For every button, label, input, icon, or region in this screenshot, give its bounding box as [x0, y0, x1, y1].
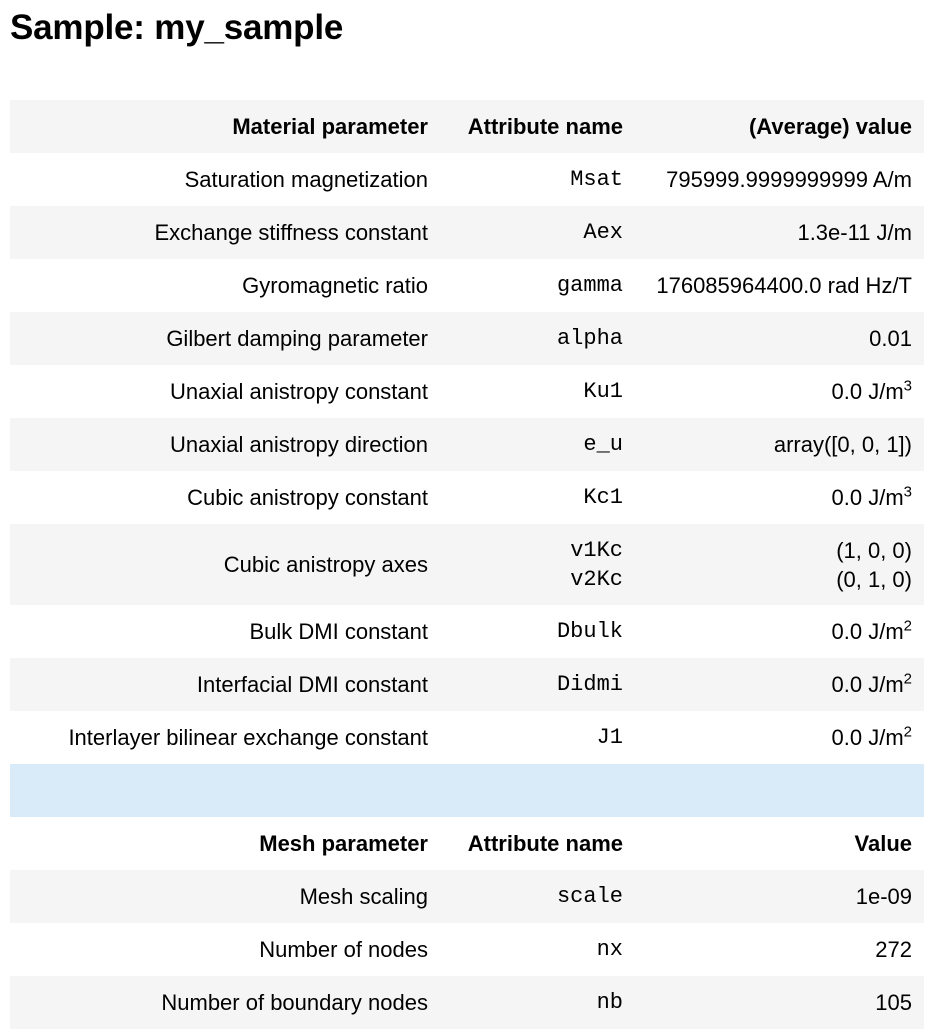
attr-name: Aex [583, 220, 623, 245]
header-material-parameter: Material parameter [232, 113, 428, 139]
param-name: Interfacial DMI constant [196, 671, 428, 697]
table-row: Gilbert damping parameter alpha 0.01 [10, 312, 924, 365]
param-value: 0.0 J/m3 [635, 365, 924, 418]
param-name: Mesh scaling [299, 883, 428, 909]
header-average-value: (Average) value [748, 113, 912, 139]
attr-name: nb [596, 990, 623, 1015]
section-separator-row [10, 764, 924, 817]
attr-name: Didmi [556, 672, 623, 697]
table-row: Interfacial DMI constant Didmi 0.0 J/m2 [10, 658, 924, 711]
table-row: Mesh scaling scale 1e-09 [10, 870, 924, 923]
value-text: 0.0 J/m [831, 618, 904, 644]
attr-name: gamma [556, 273, 623, 298]
page-title: Sample: my_sample [10, 8, 344, 47]
attr-name: nx [596, 937, 623, 962]
material-header-row: Material parameter Attribute name (Avera… [10, 100, 924, 153]
table-row: Cubic anistropy axes v1Kc v2Kc (1, 0, 0)… [10, 524, 924, 605]
param-name: Bulk DMI constant [249, 618, 428, 644]
param-value: 0.0 J/m3 [635, 471, 924, 524]
attr-name: Kc1 [583, 485, 623, 510]
table-row: Exchange stiffness constant Aex 1.3e-11 … [10, 206, 924, 259]
attr-name: Dbulk [556, 619, 623, 644]
unit-exponent: 2 [903, 670, 912, 688]
param-name: Saturation magnetization [184, 166, 428, 192]
table-row: Interlayer bilinear exchange constant J1… [10, 711, 924, 764]
attr-lines: v1Kc v2Kc [570, 536, 623, 594]
param-value: (1, 0, 0) (0, 1, 0) [635, 524, 924, 605]
table-row: Bulk DMI constant Dbulk 0.0 J/m2 [10, 605, 924, 658]
param-value: 0.0 J/m2 [635, 711, 924, 764]
table-row: Number of boundary nodes nb 105 [10, 976, 924, 1029]
param-value: 272 [875, 936, 912, 962]
section-separator [10, 764, 924, 817]
param-value: 176085964400.0 rad Hz/T [656, 272, 912, 298]
unit-exponent: 3 [903, 377, 912, 395]
attr-name: alpha [556, 326, 623, 351]
param-value: 0.0 J/m2 [635, 605, 924, 658]
value-text: 0.0 J/m [831, 484, 904, 510]
attr-name: Msat [570, 167, 623, 192]
attr-name-line: v1Kc [570, 537, 623, 563]
header-attribute-name: Attribute name [467, 113, 623, 139]
param-name: Cubic anistropy constant [187, 484, 428, 510]
header-attribute-name: Attribute name [467, 830, 623, 856]
value-line: (0, 1, 0) [836, 566, 912, 592]
param-name: Unaxial anistropy direction [169, 431, 428, 457]
parameters-table: Material parameter Attribute name (Avera… [10, 100, 924, 1029]
param-name: Exchange stiffness constant [154, 219, 428, 245]
param-name: Number of boundary nodes [161, 989, 428, 1015]
value-text: 0.0 J/m [831, 378, 904, 404]
mesh-header-row: Mesh parameter Attribute name Value [10, 817, 924, 870]
unit-exponent: 2 [903, 617, 912, 635]
param-value: 795999.9999999999 A/m [666, 166, 912, 192]
table-row: Unaxial anistropy direction e_u array([0… [10, 418, 924, 471]
param-name: Gilbert damping parameter [166, 325, 428, 351]
attr-name: e_u [583, 432, 623, 457]
attr-name: v1Kc v2Kc [440, 524, 635, 605]
table-row: Unaxial anistropy constant Ku1 0.0 J/m3 [10, 365, 924, 418]
attr-name: Ku1 [583, 379, 623, 404]
table-row: Cubic anistropy constant Kc1 0.0 J/m3 [10, 471, 924, 524]
table-row: Gyromagnetic ratio gamma 176085964400.0 … [10, 259, 924, 312]
param-value: 105 [875, 989, 912, 1015]
unit-exponent: 2 [903, 723, 912, 741]
param-value: 1e-09 [855, 883, 912, 909]
attr-name: J1 [596, 725, 623, 750]
value-line: (1, 0, 0) [836, 537, 912, 563]
param-value: array([0, 0, 1]) [773, 431, 912, 457]
param-value: 1.3e-11 J/m [797, 219, 912, 245]
param-name: Cubic anistropy axes [223, 551, 428, 577]
header-mesh-parameter: Mesh parameter [259, 830, 428, 856]
table-row: Number of nodes nx 272 [10, 923, 924, 976]
param-name: Interlayer bilinear exchange constant [68, 724, 428, 750]
param-value: 0.01 [869, 325, 912, 351]
attr-name-line: v2Kc [570, 566, 623, 592]
value-text: 0.0 J/m [831, 671, 904, 697]
unit-exponent: 3 [903, 483, 912, 501]
param-name: Gyromagnetic ratio [242, 272, 428, 298]
header-value: Value [854, 830, 912, 856]
param-name: Number of nodes [259, 936, 428, 962]
value-lines: (1, 0, 0) (0, 1, 0) [836, 536, 912, 594]
table-row: Saturation magnetization Msat 795999.999… [10, 153, 924, 206]
value-text: 0.0 J/m [831, 724, 904, 750]
param-name: Unaxial anistropy constant [169, 378, 428, 404]
attr-name: scale [556, 884, 623, 909]
param-value: 0.0 J/m2 [635, 658, 924, 711]
